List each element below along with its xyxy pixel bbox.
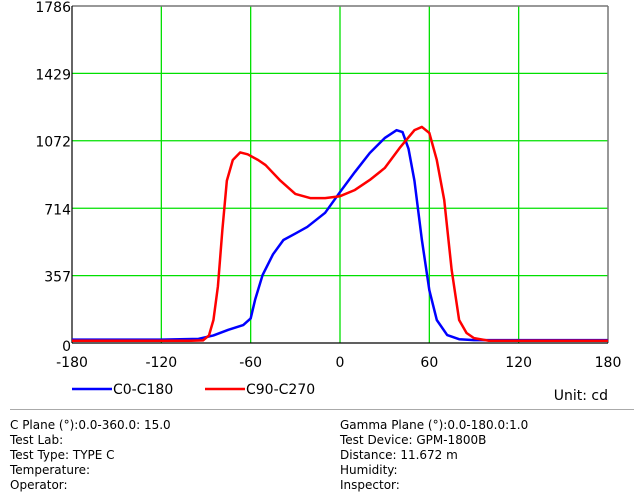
x-tick-label: -60 — [239, 355, 262, 371]
x-tick-label: -180 — [56, 355, 88, 371]
divider — [10, 409, 634, 410]
x-tick-label: 60 — [420, 355, 438, 371]
legend-label: C90-C270 — [246, 382, 315, 398]
test-type: Test Type: TYPE C — [10, 448, 115, 462]
c-plane: C Plane (°):0.0-360.0: 15.0 — [10, 418, 171, 432]
x-tick-label: 180 — [595, 355, 622, 371]
intensity-chart: -180 -120 -60 0 60 120 180 0 357 714 1072 1429 1786 C… — [35, 0, 622, 404]
y-tick-label: 1786 — [35, 0, 71, 16]
test-device: Test Device: GPM-1800B — [340, 433, 487, 447]
series-line-C90-C270 — [72, 125, 608, 342]
gamma-plane: Gamma Plane (°):0.0-180.0:1.0 — [340, 418, 529, 432]
y-tick-label: 357 — [44, 270, 71, 286]
x-tick-label: 0 — [336, 355, 345, 371]
y-tick-label: 1072 — [35, 135, 71, 151]
x-tick-label: 120 — [505, 355, 532, 371]
temperature: Temperature: — [10, 463, 91, 477]
test-lab: Test Lab: — [10, 433, 64, 447]
series-line-C0-C180 — [72, 128, 608, 342]
operator: Operator: — [10, 478, 68, 492]
inspector: Inspector: — [340, 478, 400, 492]
info-left: C Plane (°):0.0-360.0: 15.0 Test Lab: Te… — [10, 418, 171, 493]
legend-label: C0-C180 — [113, 382, 173, 398]
x-tick-label: -120 — [145, 355, 177, 371]
humidity: Humidity: — [340, 463, 398, 477]
y-tick-label: 1429 — [35, 67, 71, 83]
info-right: Gamma Plane (°):0.0-180.0:1.0 Test Devic… — [340, 418, 528, 493]
unit-label: Unit: cd — [554, 388, 608, 404]
y-tick-label: 0 — [62, 339, 71, 355]
y-tick-label: 714 — [44, 202, 71, 218]
distance: Distance: 11.672 m — [340, 448, 458, 462]
